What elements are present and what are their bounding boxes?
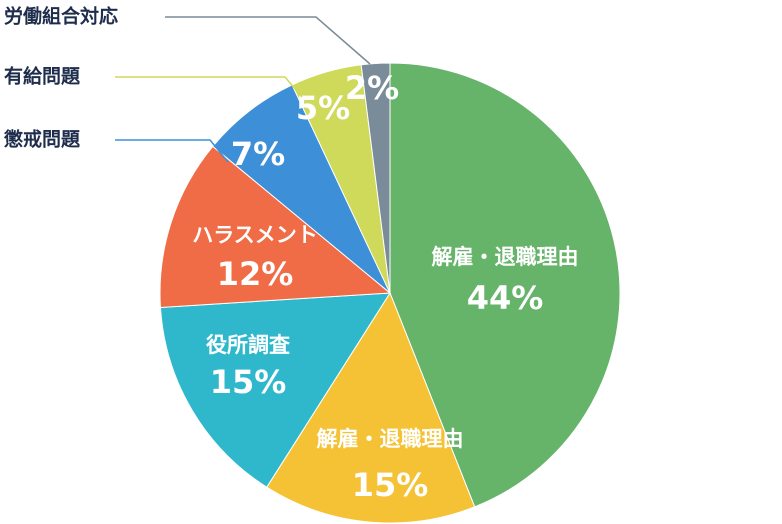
pie-slice [360,62,391,294]
value-label: 12% [217,255,294,293]
value-label: 2% [345,69,399,107]
slice-label: 役所調査 [206,333,290,357]
value-label: 15% [210,363,287,401]
leader-line [115,76,303,98]
outside-label: 有給問題 [4,65,81,88]
value-label: 5% [296,89,350,127]
value-label: 15% [352,466,429,504]
leader-line [165,16,371,65]
slice-label: 解雇・退職理由 [432,245,579,269]
leader-line [115,139,229,163]
outside-label: 懲戒問題 [3,128,81,151]
pie-slice [266,291,476,524]
pie-slice [389,62,621,508]
value-label: 7% [231,135,285,173]
slice-label: 解雇・退職理由 [317,427,464,451]
pie-slice [159,292,391,488]
slice-label: ハラスメント [192,223,318,247]
pie-slice [159,145,392,308]
value-label: 44% [467,279,544,317]
outside-label: 労働組合対応 [4,5,118,28]
